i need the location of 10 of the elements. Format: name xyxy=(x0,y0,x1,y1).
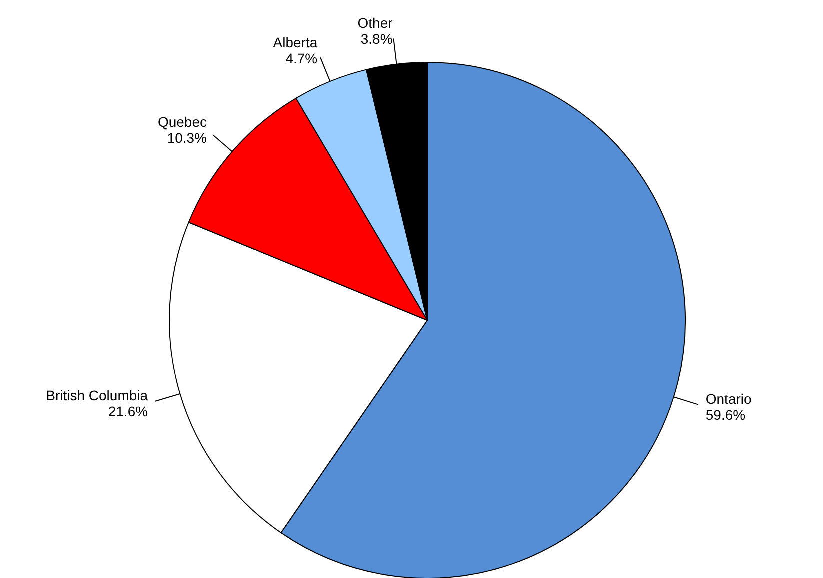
slice-label: Ontario xyxy=(706,391,752,408)
data-label: 59.6% xyxy=(706,407,746,424)
slice-label: Other xyxy=(358,15,394,32)
data-label: 4.7% xyxy=(286,50,318,66)
data-label: 3.8% xyxy=(360,31,393,48)
slice-label: Alberta xyxy=(273,34,318,50)
slice-label: Quebec xyxy=(158,114,208,130)
data-label: 10.3% xyxy=(167,130,208,146)
slice-label: British Columbia xyxy=(46,388,148,404)
data-label: 21.6% xyxy=(108,404,148,420)
